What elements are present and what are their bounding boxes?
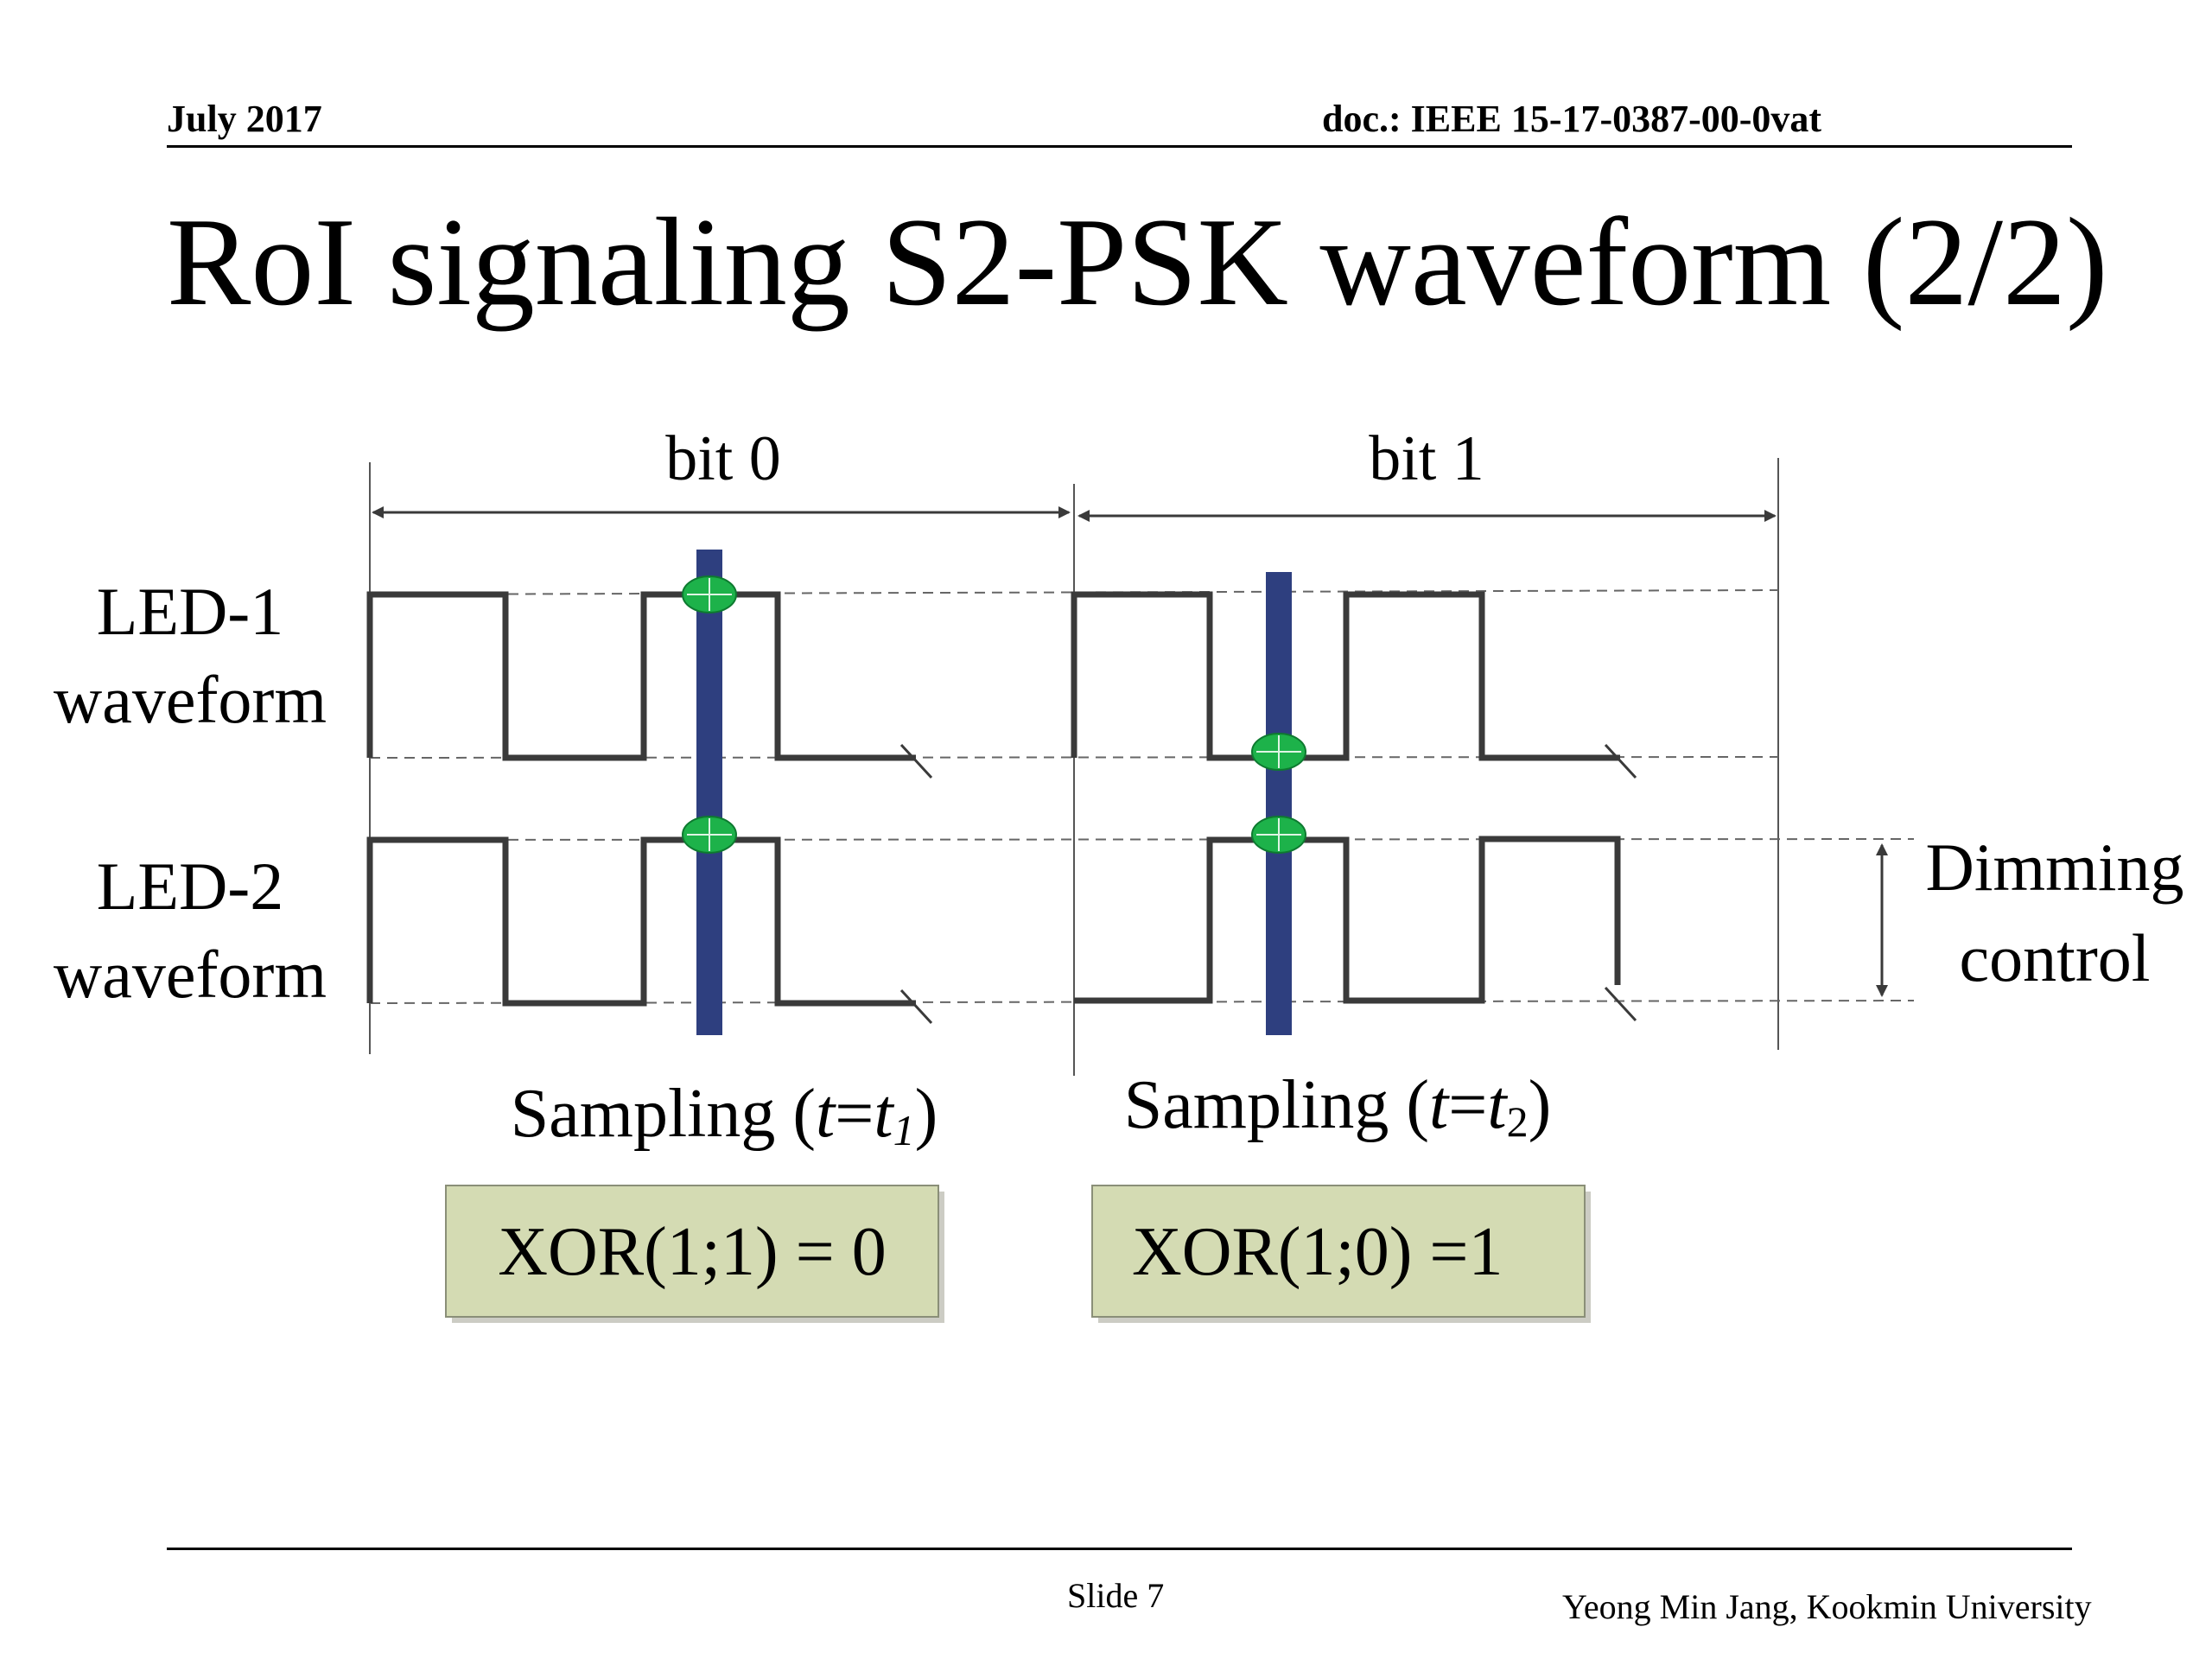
header-date: July 2017 — [167, 98, 322, 140]
sampling-t1-prefix: Sampling ( — [511, 1076, 816, 1152]
footer-author: Yeong Min Jang, Kookmin University — [1562, 1587, 2092, 1626]
sampling-t1-var: t — [816, 1076, 836, 1152]
waveform-continuation-ticks — [899, 743, 1637, 1025]
sample-points — [682, 575, 1306, 854]
led2-low-level — [369, 1000, 1915, 1004]
footer-rule — [167, 1548, 2072, 1550]
bit0-label: bit 0 — [665, 423, 781, 494]
sampling-t1-var2: t — [874, 1076, 894, 1152]
sampling-t1-subscript: 1 — [893, 1106, 915, 1154]
sampling-t1-eq: = — [835, 1076, 874, 1152]
xor-result-bit0: XOR(1;1) = 0 — [498, 1214, 887, 1290]
waveforms — [366, 591, 1621, 1007]
led2-label-line2: waveform — [54, 937, 327, 1012]
led1-label-line1: LED-1 — [97, 574, 284, 649]
header-doc-id: doc.: IEEE 15-17-0387-00-0vat — [1322, 98, 1822, 140]
sampling-t2-var: t — [1429, 1067, 1450, 1143]
led2-label-line1: LED-2 — [97, 849, 284, 924]
dimming-label-line1: Dimming — [1925, 830, 2183, 905]
sample-point-led1-t2 — [1251, 733, 1306, 771]
sample-point-led1-t1 — [682, 575, 737, 613]
xor-result-bit1: XOR(1;0) =1 — [1132, 1214, 1503, 1290]
slide-number: Slide 7 — [1067, 1576, 1165, 1615]
led1-high-level — [369, 589, 1779, 595]
sampling-t2-var2: t — [1487, 1067, 1508, 1143]
sampling-bar-t1 — [696, 550, 722, 1035]
sampling-t2-subscript: 2 — [1507, 1097, 1529, 1146]
sampling-t1-suffix: ) — [915, 1076, 938, 1152]
sample-point-led2-t2 — [1251, 816, 1306, 854]
led2-high-level — [369, 838, 1915, 841]
level-reference-lines — [369, 589, 1915, 1004]
header-rule — [167, 145, 2072, 148]
led1-label: LED-1 waveform — [54, 574, 327, 737]
sampling-t2-suffix: ) — [1529, 1067, 1552, 1143]
sampling-bar-t2 — [1266, 572, 1292, 1035]
bit1-label: bit 1 — [1369, 423, 1484, 494]
sampling-t2-eq: = — [1448, 1067, 1487, 1143]
xor-result-box-bit1 — [1091, 1185, 1586, 1318]
sampling-t1-caption: Sampling (t=t1) — [511, 1076, 938, 1154]
dimming-label-line2: control — [1960, 920, 2151, 995]
led2-bit0-waveform — [366, 836, 916, 1007]
led2-bit1-waveform — [1074, 836, 1621, 1004]
sampling-t2-prefix: Sampling ( — [1124, 1067, 1429, 1143]
led1-bit1-waveform — [1071, 591, 1620, 761]
led2-label: LED-2 waveform — [54, 849, 327, 1012]
bit-boundary-lines — [369, 458, 1779, 1076]
xor-result-box-bit0 — [445, 1185, 939, 1318]
led1-bit0-waveform — [366, 591, 916, 761]
sample-point-led2-t1 — [682, 816, 737, 854]
slide-title: RoI signaling S2-PSK waveform (2/2) — [167, 192, 2108, 332]
sampling-t2-caption: Sampling (t=t2) — [1124, 1067, 1552, 1146]
led1-label-line2: waveform — [54, 662, 327, 737]
